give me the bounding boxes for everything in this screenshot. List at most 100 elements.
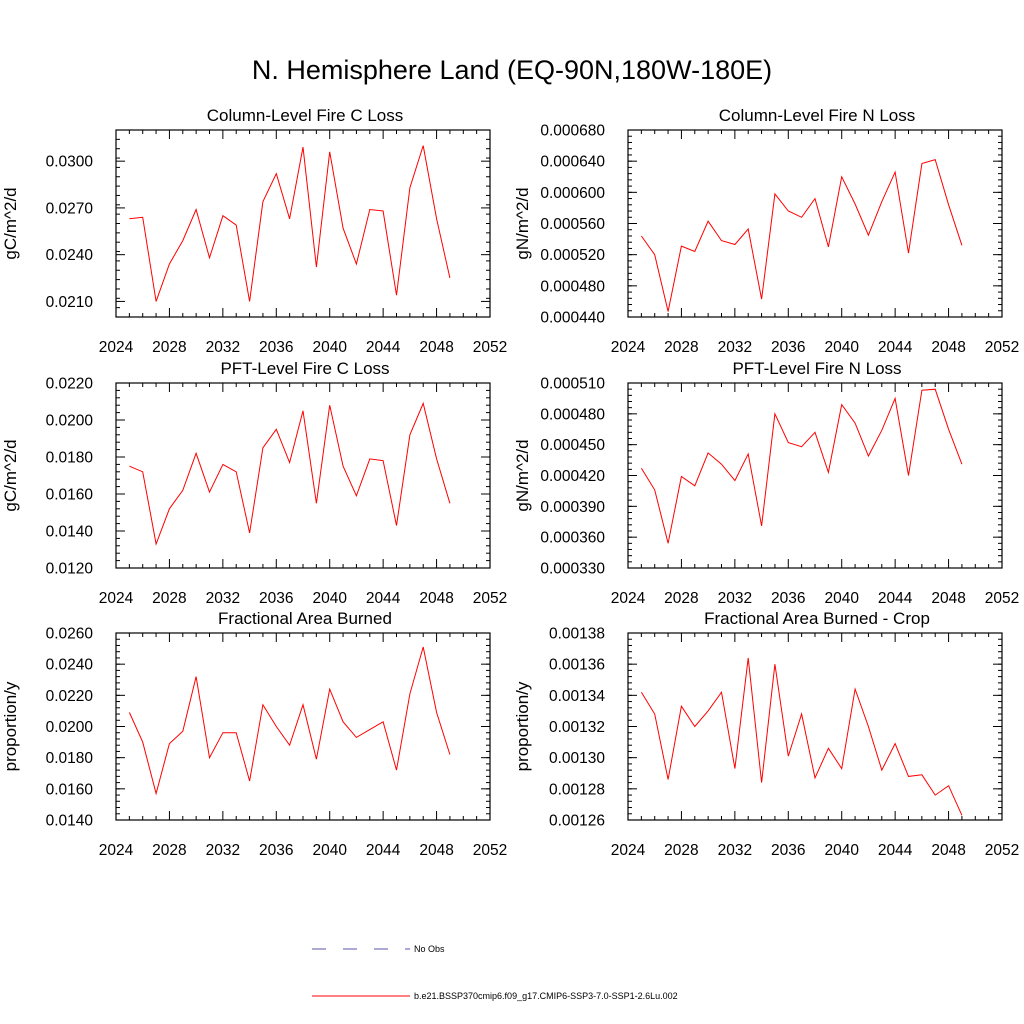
chart-panel-pft-fire-c: 2024 2028 2032 2036 2040 2044 2048 2052 0.0120 0.… <box>1 359 507 607</box>
y-tick-label: 0.0160 <box>46 487 94 504</box>
x-tick-label: 2024 <box>611 590 646 607</box>
x-tick-label: 2040 <box>312 339 347 356</box>
x-tick-label: 2044 <box>366 590 401 607</box>
y-tick-label: 0.0200 <box>46 413 94 430</box>
x-tick-label: 2032 <box>718 590 752 607</box>
x-tick-label: 2036 <box>771 842 805 859</box>
x-tick-label: 2048 <box>931 339 965 356</box>
panel-title: Fractional Area Burned <box>218 609 392 628</box>
y-tick-label: 0.000560 <box>540 216 605 233</box>
x-tick-label: 2044 <box>878 339 913 356</box>
chart-panel-area-burned-crop: 2024 2028 2032 2036 2040 2044 2048 2052 0.00126 0… <box>513 609 1019 859</box>
y-tick-label: 0.0140 <box>46 524 94 541</box>
x-tick-label: 2052 <box>985 590 1019 607</box>
x-tick-label: 2024 <box>611 339 646 356</box>
x-tick-label: 2024 <box>611 842 646 859</box>
y-tick-label: 0.0180 <box>46 750 94 767</box>
y-tick-label: 0.0300 <box>46 154 94 171</box>
x-tick-label: 2036 <box>771 339 805 356</box>
series-line <box>640 388 963 544</box>
y-tick-label: 0.000420 <box>540 468 605 485</box>
x-tick-label: 2024 <box>99 842 134 859</box>
x-tick-label: 2032 <box>206 842 240 859</box>
x-tick-label: 2024 <box>99 339 134 356</box>
series-line <box>129 145 451 302</box>
x-tick-label: 2032 <box>206 590 240 607</box>
x-tick-label: 2048 <box>931 590 965 607</box>
x-tick-label: 2048 <box>419 339 453 356</box>
x-tick-label: 2048 <box>931 842 965 859</box>
y-tick-label: 0.00138 <box>549 626 605 643</box>
panel-title: Column-Level Fire N Loss <box>719 106 916 125</box>
x-tick-label: 2036 <box>259 842 293 859</box>
legend-label-case: b.e21.BSSP370cmip6.f09_g17.CMIP6-SSP3-7.… <box>414 991 678 1001</box>
y-axis-label: proportion/y <box>513 681 532 771</box>
x-tick-label: 2052 <box>473 842 507 859</box>
x-tick-label: 2052 <box>473 590 507 607</box>
series-line <box>128 646 451 796</box>
x-tick-label: 2052 <box>985 339 1019 356</box>
x-tick-label: 2040 <box>312 590 347 607</box>
y-tick-label: 0.000330 <box>540 561 605 578</box>
chart-panel-column-fire-n: 2024 2028 2032 2036 2040 2044 2048 2052 0.000440… <box>513 106 1019 356</box>
legend-label-no-obs: No Obs <box>414 944 445 954</box>
plot-frame <box>115 632 491 821</box>
y-axis-label: gN/m^2/d <box>513 187 532 259</box>
series-line <box>640 657 963 816</box>
y-tick-label: 0.00126 <box>549 813 605 830</box>
chart-panel-column-fire-c: 2024 2028 2032 2036 2040 2044 2048 2052 0.0210 0.… <box>1 106 507 356</box>
plot-frame <box>627 632 1003 821</box>
y-tick-label: 0.0140 <box>46 813 94 830</box>
panel-title: Column-Level Fire C Loss <box>207 106 404 125</box>
y-tick-label: 0.00128 <box>549 781 605 798</box>
y-tick-label: 0.000480 <box>540 278 605 295</box>
x-tick-label: 2028 <box>664 590 698 607</box>
y-tick-label: 0.0180 <box>46 450 94 467</box>
x-tick-label: 2040 <box>824 842 859 859</box>
x-tick-label: 2032 <box>718 842 752 859</box>
y-axis-label: gC/m^2/d <box>1 439 20 511</box>
y-axis-label: proportion/y <box>1 681 20 771</box>
panel-title: PFT-Level Fire N Loss <box>732 359 901 378</box>
y-tick-label: 0.0160 <box>46 781 94 798</box>
y-tick-label: 0.00130 <box>549 750 605 767</box>
x-tick-label: 2028 <box>152 842 186 859</box>
y-tick-label: 0.00136 <box>549 657 605 674</box>
plot-frame <box>115 129 491 318</box>
y-axis-label: gC/m^2/d <box>1 187 20 259</box>
series-line <box>129 401 451 546</box>
y-tick-label: 0.000440 <box>540 310 605 327</box>
x-tick-label: 2044 <box>366 339 401 356</box>
x-tick-label: 2028 <box>664 842 698 859</box>
chart-panel-pft-fire-n: 2024 2028 2032 2036 2040 2044 2048 2052 0.000330… <box>513 359 1019 607</box>
y-tick-label: 0.00132 <box>549 719 605 736</box>
chart-panel-area-burned: 2024 2028 2032 2036 2040 2044 2048 2052 0.0140 0.… <box>1 609 507 859</box>
panel-title: PFT-Level Fire C Loss <box>220 359 389 378</box>
x-tick-label: 2052 <box>473 339 507 356</box>
x-tick-label: 2048 <box>419 590 453 607</box>
x-tick-label: 2028 <box>152 590 186 607</box>
y-tick-label: 0.000680 <box>540 123 605 140</box>
y-tick-label: 0.000390 <box>540 499 605 516</box>
x-tick-label: 2032 <box>206 339 240 356</box>
y-tick-label: 0.000600 <box>540 185 605 202</box>
x-tick-label: 2044 <box>878 842 913 859</box>
y-tick-label: 0.000360 <box>540 530 605 547</box>
legend: No Obs b.e21.BSSP370cmip6.f09_g17.CMIP6-… <box>312 944 678 1001</box>
y-tick-label: 0.0240 <box>46 657 94 674</box>
x-tick-label: 2028 <box>152 339 186 356</box>
x-tick-label: 2040 <box>824 339 859 356</box>
x-tick-label: 2032 <box>718 339 752 356</box>
x-tick-label: 2044 <box>366 842 401 859</box>
y-tick-label: 0.0220 <box>46 376 94 393</box>
x-tick-label: 2036 <box>259 590 293 607</box>
x-tick-label: 2036 <box>771 590 805 607</box>
x-tick-label: 2036 <box>259 339 293 356</box>
y-tick-label: 0.000520 <box>540 247 605 264</box>
y-tick-label: 0.0120 <box>46 561 94 578</box>
y-tick-label: 0.0260 <box>46 626 94 643</box>
x-tick-label: 2040 <box>312 842 347 859</box>
y-tick-label: 0.0240 <box>46 247 94 264</box>
y-tick-label: 0.0220 <box>46 688 94 705</box>
